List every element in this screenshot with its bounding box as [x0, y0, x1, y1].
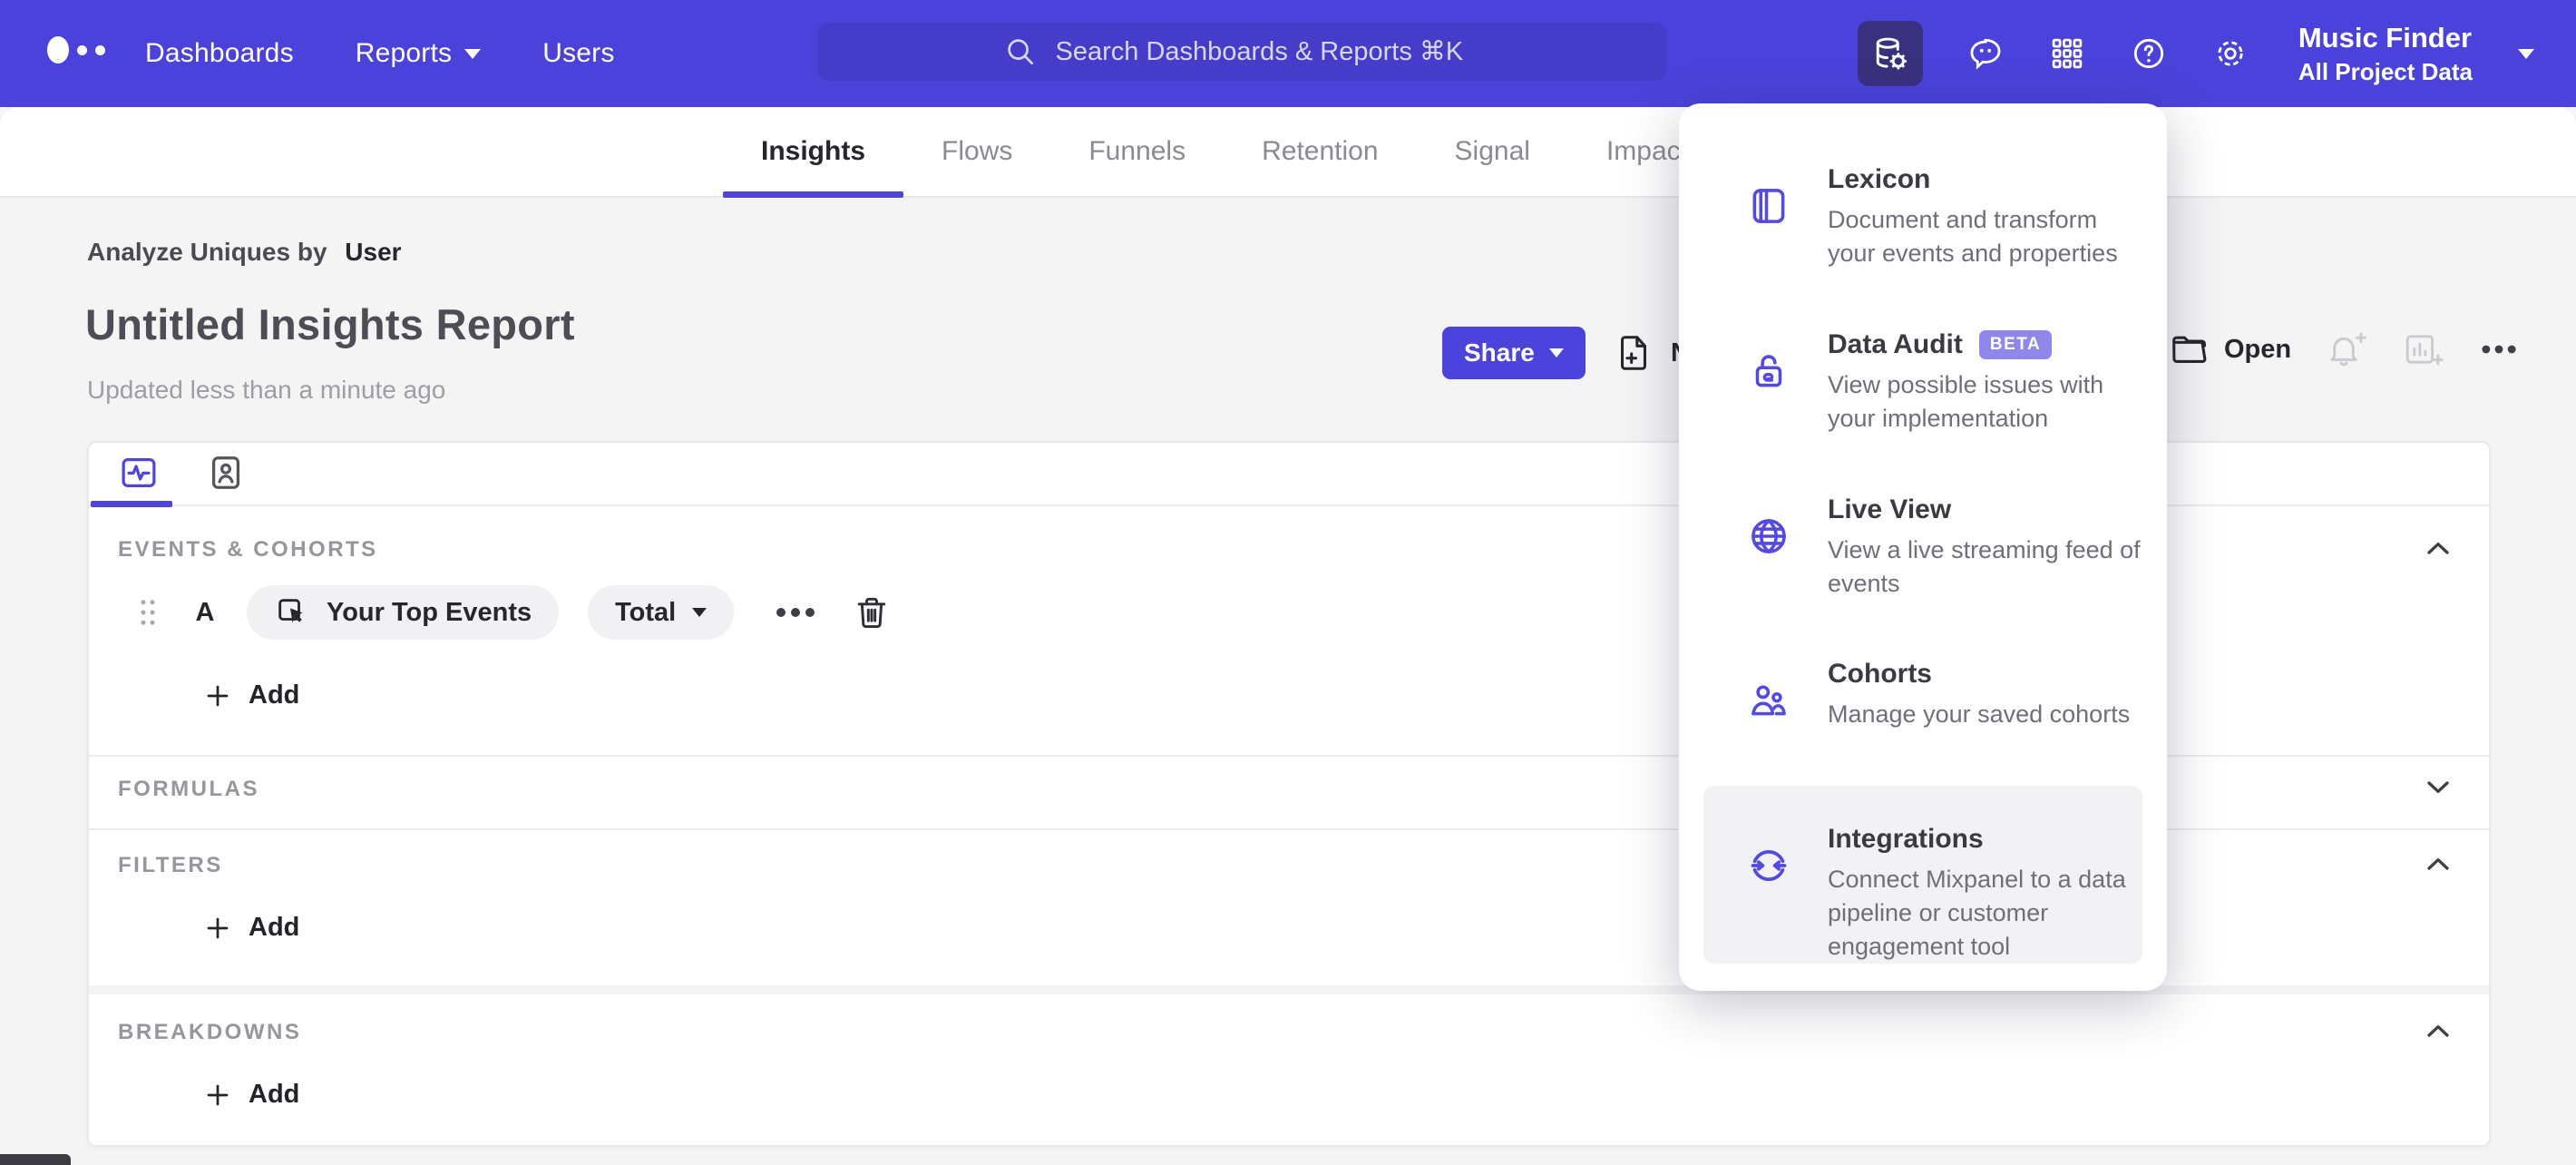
folder-open-icon: [2172, 336, 2207, 363]
bottom-left-partial-element: [0, 1154, 71, 1165]
integrations-sync-icon: [1751, 850, 1787, 881]
add-to-board-icon[interactable]: [2402, 328, 2444, 370]
beta-badge: BETA: [1978, 330, 2053, 359]
project-name: Music Finder: [2298, 21, 2473, 54]
metric-value: Total: [615, 597, 677, 627]
tab-flows[interactable]: Flows: [942, 136, 1013, 166]
search-icon: [1007, 39, 1033, 65]
feedback-chat-icon[interactable]: [1966, 34, 2005, 73]
active-tab-underline: [91, 501, 172, 507]
report-toolbar: Open: [2168, 328, 2520, 370]
chevron-down-icon[interactable]: [2420, 769, 2456, 806]
data-management-dropdown: Lexicon Document and transform your even…: [1679, 103, 2167, 991]
add-breakdown-button[interactable]: Add: [203, 1080, 299, 1110]
analyze-entity-selector[interactable]: User: [345, 238, 402, 266]
open-report-button[interactable]: Open: [2168, 328, 2291, 370]
menu-item-live-view[interactable]: Live View View a live streaming feed of …: [1679, 490, 2167, 601]
section-label-breakdowns: BREAKDOWNS: [118, 1020, 302, 1044]
apps-grid-icon[interactable]: [2048, 34, 2086, 73]
section-gap: [89, 985, 2489, 994]
event-name: Your Top Events: [327, 597, 532, 627]
delete-row-icon[interactable]: [852, 592, 892, 632]
caret-down-icon: [464, 48, 482, 59]
search-input[interactable]: [1055, 36, 1482, 67]
nav-item-users[interactable]: Users: [542, 38, 615, 68]
analyze-line: Analyze Uniques by User: [87, 238, 402, 267]
project-switcher[interactable]: Music Finder All Project Data: [2298, 22, 2473, 86]
builder-view-tabs: [89, 443, 2489, 507]
plus-icon: [207, 685, 229, 706]
help-icon[interactable]: [2130, 34, 2168, 73]
lexicon-book-icon: [1752, 189, 1785, 223]
analyze-prefix: Analyze Uniques by: [87, 238, 327, 266]
add-event-button[interactable]: Add: [203, 680, 299, 710]
plus-icon: [207, 1084, 229, 1105]
section-divider: [89, 755, 2489, 757]
menu-item-integrations[interactable]: Integrations Connect Mixpanel to a data …: [1679, 819, 2167, 964]
alert-add-icon[interactable]: [2326, 328, 2367, 370]
event-selector[interactable]: Your Top Events: [247, 585, 560, 640]
event-row-letter: A: [195, 597, 215, 627]
data-audit-lock-icon: [1755, 355, 1782, 387]
more-options-icon[interactable]: [2478, 328, 2520, 370]
menu-item-lexicon[interactable]: Lexicon Document and transform your even…: [1679, 160, 2167, 270]
updated-timestamp: Updated less than a minute ago: [87, 376, 446, 404]
section-divider: [89, 828, 2489, 830]
section-label-events: EVENTS & COHORTS: [118, 537, 378, 562]
caret-down-icon: [692, 608, 707, 617]
event-row-a: A Your Top Events Total: [134, 584, 892, 641]
caret-down-icon: [1548, 348, 1564, 357]
cohorts-people-icon: [1751, 685, 1786, 716]
settings-gear-icon[interactable]: [2211, 34, 2249, 73]
menu-item-cohorts[interactable]: Cohorts Manage your saved cohorts: [1679, 654, 2167, 731]
metrics-view-tab[interactable]: [118, 452, 160, 494]
event-icon: [278, 599, 303, 623]
document-plus-icon: [1621, 336, 1646, 370]
section-label-formulas: FORMULAS: [118, 777, 259, 801]
row-more-options-icon[interactable]: [772, 599, 819, 626]
tab-insights[interactable]: Insights: [723, 107, 904, 198]
page-title[interactable]: Untitled Insights Report: [85, 300, 575, 348]
nav-right-cluster: Music Finder All Project Data: [1857, 0, 2534, 107]
tab-impact[interactable]: Impact: [1605, 136, 1688, 166]
report-tabs-bar: Insights Flows Funnels Retention Signal …: [0, 107, 2576, 198]
tab-funnels[interactable]: Funnels: [1088, 136, 1186, 166]
report-tabs: Insights Flows Funnels Retention Signal …: [723, 107, 1726, 198]
project-scope: All Project Data: [2298, 57, 2473, 85]
add-filter-button[interactable]: Add: [203, 913, 299, 943]
tab-signal[interactable]: Signal: [1454, 136, 1530, 166]
caret-down-icon[interactable]: [2518, 48, 2534, 59]
top-nav: Dashboards Reports Users: [0, 0, 2576, 107]
metric-selector[interactable]: Total: [588, 585, 735, 640]
section-label-filters: FILTERS: [118, 853, 223, 877]
chevron-up-icon[interactable]: [2420, 1013, 2456, 1049]
nav-links: Dashboards Reports Users: [145, 0, 615, 107]
profiles-view-tab[interactable]: [205, 452, 247, 494]
nav-item-dashboards[interactable]: Dashboards: [145, 38, 294, 68]
menu-item-hover-highlight: [1703, 786, 2142, 964]
live-view-globe-icon: [1751, 519, 1786, 553]
nav-item-reports[interactable]: Reports: [356, 38, 482, 69]
menu-item-data-audit[interactable]: Data Audit BETA View possible issues wit…: [1679, 325, 2167, 436]
global-search[interactable]: [817, 23, 1667, 81]
database-gear-icon: [1876, 37, 1907, 70]
drag-handle-icon[interactable]: [134, 594, 161, 631]
plus-icon: [207, 917, 229, 938]
chevron-up-icon[interactable]: [2420, 530, 2456, 566]
share-button[interactable]: Share: [1442, 327, 1586, 379]
data-management-button[interactable]: [1857, 21, 1923, 86]
mixpanel-logo-icon[interactable]: [47, 36, 105, 64]
tab-retention[interactable]: Retention: [1262, 136, 1379, 166]
chevron-up-icon[interactable]: [2420, 846, 2456, 882]
